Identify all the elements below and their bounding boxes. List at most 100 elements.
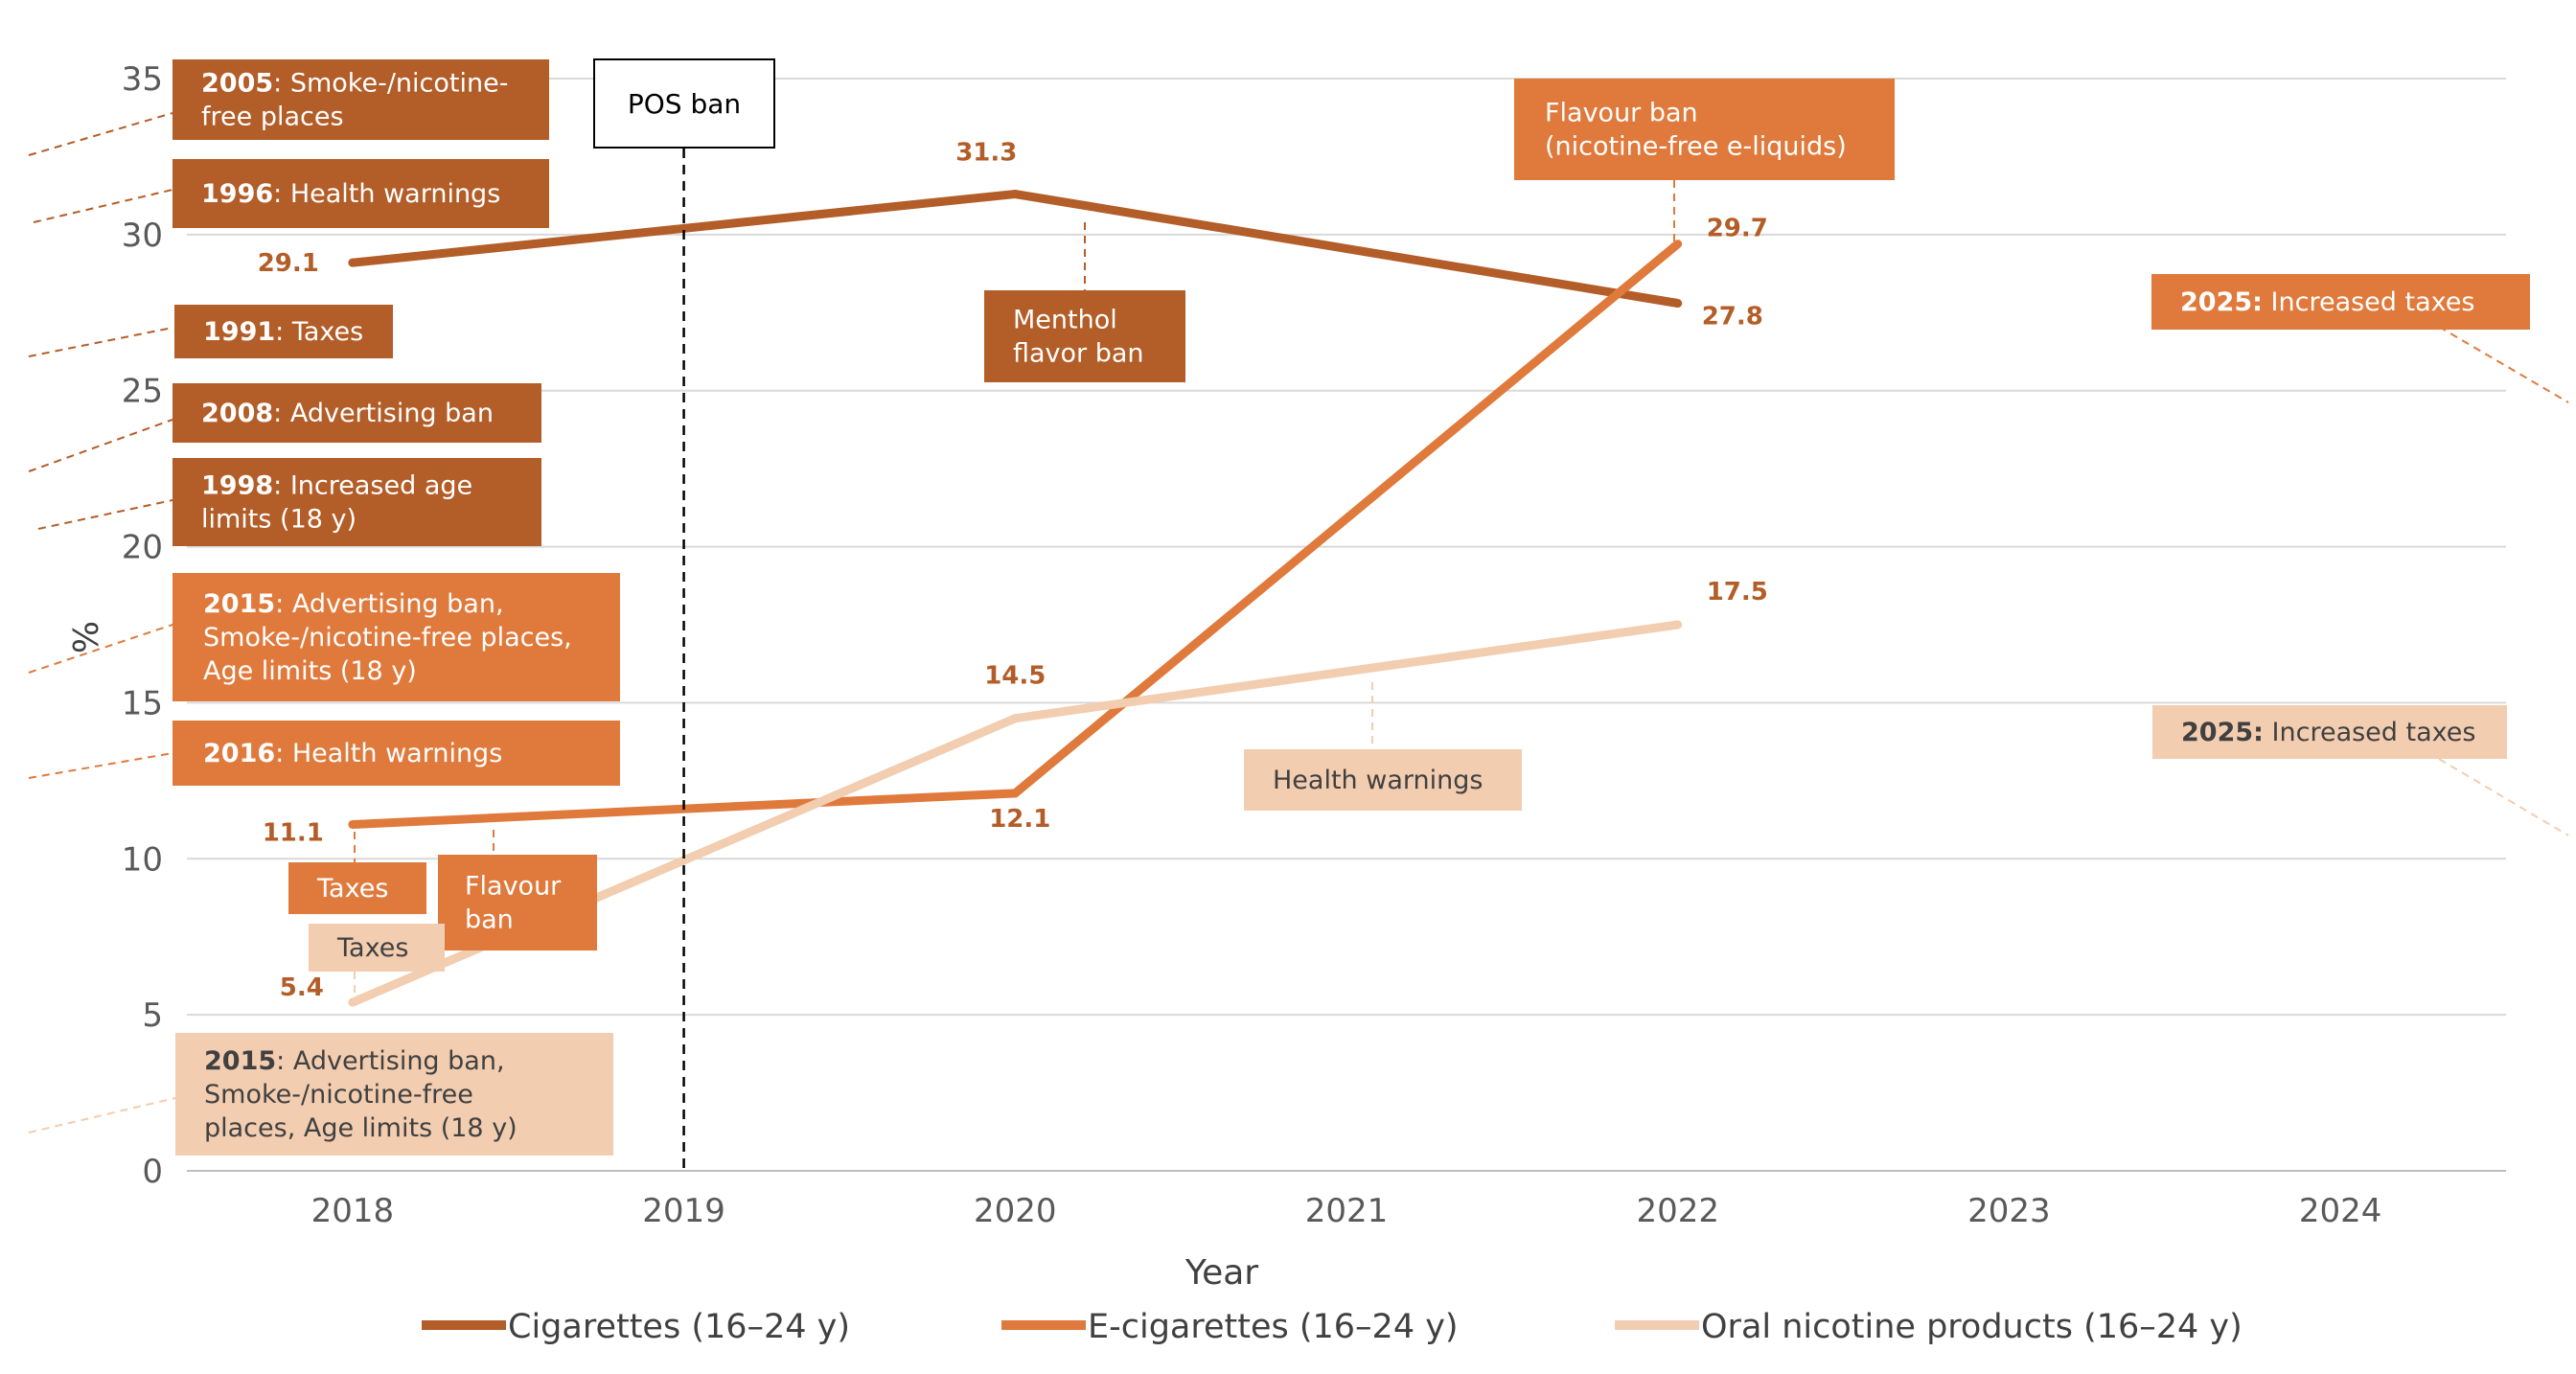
data-point xyxy=(348,997,357,1007)
annotation-year: 2016 xyxy=(203,739,275,768)
data-label: 14.5 xyxy=(984,662,1046,691)
annotation-text: 1996: Health warnings xyxy=(201,179,500,209)
y-tick-label: 5 xyxy=(142,996,163,1035)
annotation-body: : Advertising ban, xyxy=(276,1046,504,1076)
x-tick-label: 2021 xyxy=(1305,1192,1389,1230)
annotation-box: 2016: Health warnings xyxy=(172,721,620,786)
annotation-box: Health warnings xyxy=(1244,749,1522,811)
leader-line xyxy=(28,1097,176,1134)
legend-item-1: E-cigarettes (16–24 y) xyxy=(1001,1308,1459,1346)
annotation-year: 2008 xyxy=(201,399,273,428)
annotation-box: 2008: Advertising ban xyxy=(172,383,541,443)
data-point xyxy=(348,819,357,829)
data-point xyxy=(1673,299,1683,309)
annotation-box-bg xyxy=(172,383,541,443)
annotation-body: Taxes xyxy=(336,933,408,963)
annotation-body: Smoke-/nicotine-free places, xyxy=(203,623,572,653)
x-tick-label: 2022 xyxy=(1636,1192,1719,1230)
legend-label: Cigarettes (16–24 y) xyxy=(508,1308,850,1346)
legend-item-0: Cigarettes (16–24 y) xyxy=(422,1308,850,1346)
y-tick-label: 35 xyxy=(122,60,163,99)
annotation-year: 2005 xyxy=(201,68,273,98)
annotation-text: places, Age limits (18 y) xyxy=(204,1113,518,1143)
annotation-text: Flavour ban xyxy=(1545,98,1698,127)
x-tick-label: 2023 xyxy=(1967,1192,2051,1230)
annotation-body: places, Age limits (18 y) xyxy=(204,1113,518,1143)
leader-line xyxy=(2438,758,2569,836)
annotation-year: 2015 xyxy=(204,1046,276,1076)
annotation-box: 2015: Advertising ban, Smoke-/nicotine-fr… xyxy=(172,573,620,701)
annotation-box-bg xyxy=(174,305,393,358)
annotation-year: 2025: xyxy=(2181,718,2264,747)
annotation-box: Flavour ban xyxy=(438,855,597,950)
annotation-text: 1998: Increased age xyxy=(201,470,472,500)
data-label: 5.4 xyxy=(280,973,324,1002)
annotation-body: Menthol xyxy=(1013,305,1117,334)
annotation-text: Menthol xyxy=(1013,305,1117,334)
data-label: 29.1 xyxy=(258,249,319,278)
annotation-text: 2015: Advertising ban, xyxy=(204,1046,505,1076)
annotation-body: Increased taxes xyxy=(2264,718,2476,747)
annotation-box: Menthol flavor ban xyxy=(984,290,1185,382)
annotation-body: : Increased age xyxy=(273,470,472,500)
leader-line xyxy=(2438,326,2569,403)
leader-line xyxy=(33,189,173,223)
data-label: 29.7 xyxy=(1707,215,1768,243)
annotation-text: 1991: Taxes xyxy=(203,317,363,347)
annotation-text: Taxes xyxy=(316,874,388,904)
annotation-box-bg xyxy=(172,721,620,786)
legend-item-2: Oral nicotine products (16–24 y) xyxy=(1615,1308,2242,1346)
annotation-body: ban xyxy=(465,905,514,934)
x-tick-label: 2019 xyxy=(642,1192,725,1230)
annotation-body: : Health warnings xyxy=(275,739,502,768)
annotation-body: : Smoke-/nicotine- xyxy=(273,68,508,98)
data-point xyxy=(1673,240,1683,249)
leader-line xyxy=(28,624,173,674)
annotation-body: : Health warnings xyxy=(273,179,500,209)
annotation-body: : Taxes xyxy=(275,317,363,347)
annotation-box-bg xyxy=(172,573,620,701)
annotation-body: Health warnings xyxy=(1273,766,1483,795)
y-tick-label: 10 xyxy=(122,840,163,879)
data-point xyxy=(1010,714,1020,723)
leader-line xyxy=(28,752,173,779)
annotation-body: : Advertising ban xyxy=(273,399,494,428)
annotation-box-bg xyxy=(172,59,549,140)
annotation-year: 2025: xyxy=(2180,287,2263,317)
annotation-box: 2025: Increased taxes xyxy=(2151,274,2530,330)
annotation-body: Flavour xyxy=(465,871,562,901)
y-tick-label: 25 xyxy=(122,373,163,411)
annotation-box-bg xyxy=(1244,749,1522,811)
y-tick-label: 0 xyxy=(142,1153,163,1191)
annotation-year: 1991 xyxy=(203,317,275,347)
annotation-text: flavor ban xyxy=(1013,338,1144,368)
annotation-body: Smoke-/nicotine-free xyxy=(204,1080,473,1110)
annotation-box: 1998: Increased age limits (18 y) xyxy=(172,458,541,546)
annotation-text: 2025: Increased taxes xyxy=(2180,287,2474,317)
annotation-box-bg xyxy=(438,855,597,950)
annotation-box-bg xyxy=(1514,79,1895,180)
annotation-text: 2005: Smoke-/nicotine- xyxy=(201,68,508,98)
annotation-text: Smoke-/nicotine-free xyxy=(204,1080,473,1110)
annotation-body: Flavour ban xyxy=(1545,98,1698,127)
y-tick-label: 15 xyxy=(122,684,163,722)
annotation-text: 2008: Advertising ban xyxy=(201,399,494,428)
annotation-text: limits (18 y) xyxy=(201,504,356,534)
annotation-body: free places xyxy=(201,102,344,131)
x-tick-label: 2018 xyxy=(311,1192,395,1230)
leader-line xyxy=(37,499,173,530)
legend-label: Oral nicotine products (16–24 y) xyxy=(1701,1308,2242,1346)
annotation-text: 2016: Health warnings xyxy=(203,739,502,768)
legend-label: E-cigarettes (16–24 y) xyxy=(1088,1308,1459,1346)
annotation-body: flavor ban xyxy=(1013,338,1144,368)
data-label: 27.8 xyxy=(1702,303,1763,332)
series-line-0 xyxy=(352,189,1679,308)
annotation-box-bg xyxy=(288,862,426,914)
annotation-text: Smoke-/nicotine-free places, xyxy=(203,623,572,653)
annotation-text: free places xyxy=(201,102,344,131)
annotation-body: Taxes xyxy=(316,874,388,904)
annotation-box: Taxes xyxy=(309,924,445,972)
data-point xyxy=(1010,789,1020,798)
